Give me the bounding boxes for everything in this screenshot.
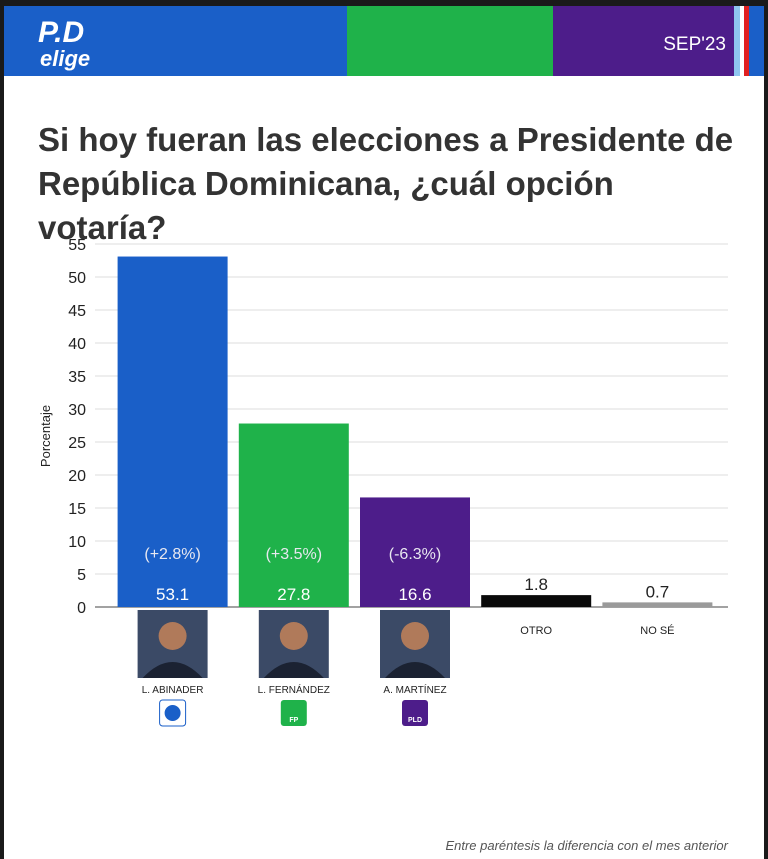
bar bbox=[481, 595, 592, 607]
y-tick-label: 5 bbox=[77, 567, 86, 584]
date: SEP'23 bbox=[663, 34, 726, 55]
card: P.D elige SEP'23 Si hoy fueran las elecc… bbox=[4, 6, 764, 859]
header-blue bbox=[4, 6, 347, 76]
y-tick-label: 15 bbox=[68, 501, 86, 518]
bar bbox=[117, 256, 228, 607]
header-green bbox=[347, 6, 553, 76]
x-tick-label: NO SÉ bbox=[640, 624, 674, 637]
y-tick-label: 25 bbox=[68, 435, 86, 452]
y-tick-label: 30 bbox=[68, 402, 86, 419]
stripe bbox=[749, 6, 764, 76]
y-tick-label: 10 bbox=[68, 534, 86, 551]
y-tick-label: 50 bbox=[68, 270, 86, 287]
party-label: PLD bbox=[408, 717, 422, 724]
chart-title: Si hoy fueran las elecciones a President… bbox=[38, 121, 734, 246]
bar bbox=[360, 497, 470, 607]
change-label: (+2.8%) bbox=[144, 546, 200, 563]
x-tick-label: L. ABINADER bbox=[142, 685, 204, 696]
value-label: 53.1 bbox=[156, 585, 189, 604]
photo-body bbox=[263, 662, 324, 678]
photo-body bbox=[142, 662, 203, 678]
change-label: (+3.5%) bbox=[266, 546, 322, 563]
footnote: Entre paréntesis la diferencia con el me… bbox=[445, 838, 728, 853]
party-logo bbox=[280, 700, 307, 726]
x-tick-label: OTRO bbox=[520, 625, 552, 637]
bar bbox=[238, 423, 349, 607]
stripe bbox=[744, 6, 749, 76]
y-axis-label: Porcentaje bbox=[38, 405, 53, 467]
header-purple bbox=[553, 6, 734, 76]
y-tick-label: 45 bbox=[68, 303, 86, 320]
party-label: FP bbox=[289, 717, 298, 724]
y-tick-label: 35 bbox=[68, 369, 86, 386]
party-logo-mark bbox=[164, 705, 181, 721]
change-label: (-6.3%) bbox=[389, 546, 441, 563]
photo-head bbox=[279, 622, 308, 650]
x-tick-label: A. MARTÍNEZ bbox=[383, 683, 446, 696]
value-label: 1.8 bbox=[524, 575, 548, 594]
logo-top: P.D bbox=[38, 16, 84, 49]
stripe bbox=[734, 6, 740, 76]
chart: Porcentaje Entre paréntesis la diferenci… bbox=[38, 237, 729, 853]
bar bbox=[602, 602, 713, 607]
y-tick-label: 20 bbox=[68, 468, 86, 485]
photo-head bbox=[401, 622, 429, 650]
y-tick-label: 55 bbox=[68, 237, 86, 254]
header: P.D elige SEP'23 bbox=[4, 6, 764, 76]
logo-bottom: elige bbox=[40, 46, 90, 71]
x-tick-label: L. FERNÁNDEZ bbox=[258, 683, 330, 696]
y-tick-label: 40 bbox=[68, 336, 86, 353]
stripe bbox=[740, 6, 744, 76]
photo-body bbox=[385, 662, 445, 678]
value-label: 16.6 bbox=[398, 585, 431, 604]
party-logo bbox=[402, 700, 428, 726]
photo-head bbox=[158, 622, 187, 650]
value-label: 0.7 bbox=[646, 582, 670, 601]
y-tick-label: 0 bbox=[77, 600, 86, 617]
value-label: 27.8 bbox=[277, 585, 310, 604]
